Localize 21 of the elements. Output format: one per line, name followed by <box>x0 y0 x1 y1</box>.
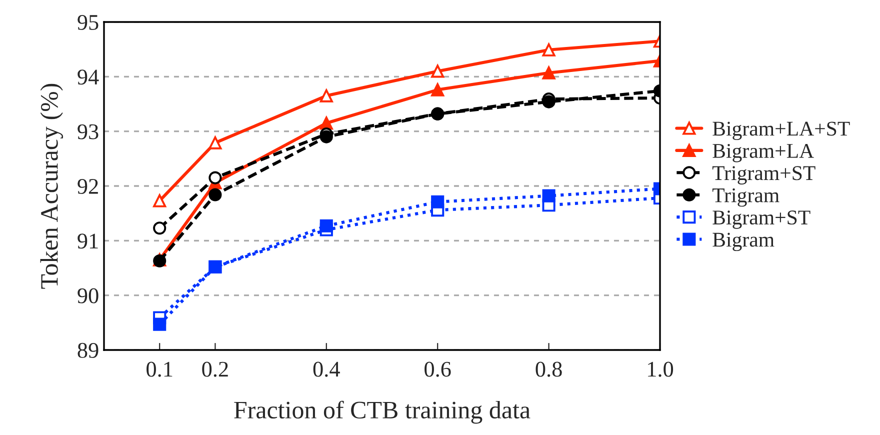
y-tick-label: 93 <box>78 124 98 140</box>
legend-label: Bigram+LA <box>712 144 814 162</box>
legend-label: Trigram+ST <box>712 166 816 184</box>
y-tick-label: 90 <box>78 288 98 304</box>
y-tick-label: 92 <box>78 178 98 194</box>
legend-label: Bigram+ST <box>712 210 810 229</box>
x-tick-label: 1.0 <box>648 362 674 377</box>
x-tick-label: 0.2 <box>202 362 228 377</box>
legend-label: Bigram+LA+ST <box>712 122 850 140</box>
y-axis-title: Token Accuracy (%) <box>40 84 64 289</box>
y-tick-label: 89 <box>78 342 98 358</box>
y-tick-label: 95 <box>78 14 98 30</box>
x-axis-title: Fraction of CTB training data <box>234 400 530 424</box>
legend-label: Trigram <box>712 188 780 207</box>
x-tick-label: 0.6 <box>424 362 451 377</box>
x-tick-label: 0.8 <box>536 362 562 377</box>
legend-label: Bigram <box>712 232 774 252</box>
y-tick-label: 94 <box>78 70 99 85</box>
x-tick-label: 0.4 <box>313 362 340 377</box>
y-tick-label: 91 <box>78 234 98 249</box>
x-tick-label: 0.1 <box>146 362 172 377</box>
